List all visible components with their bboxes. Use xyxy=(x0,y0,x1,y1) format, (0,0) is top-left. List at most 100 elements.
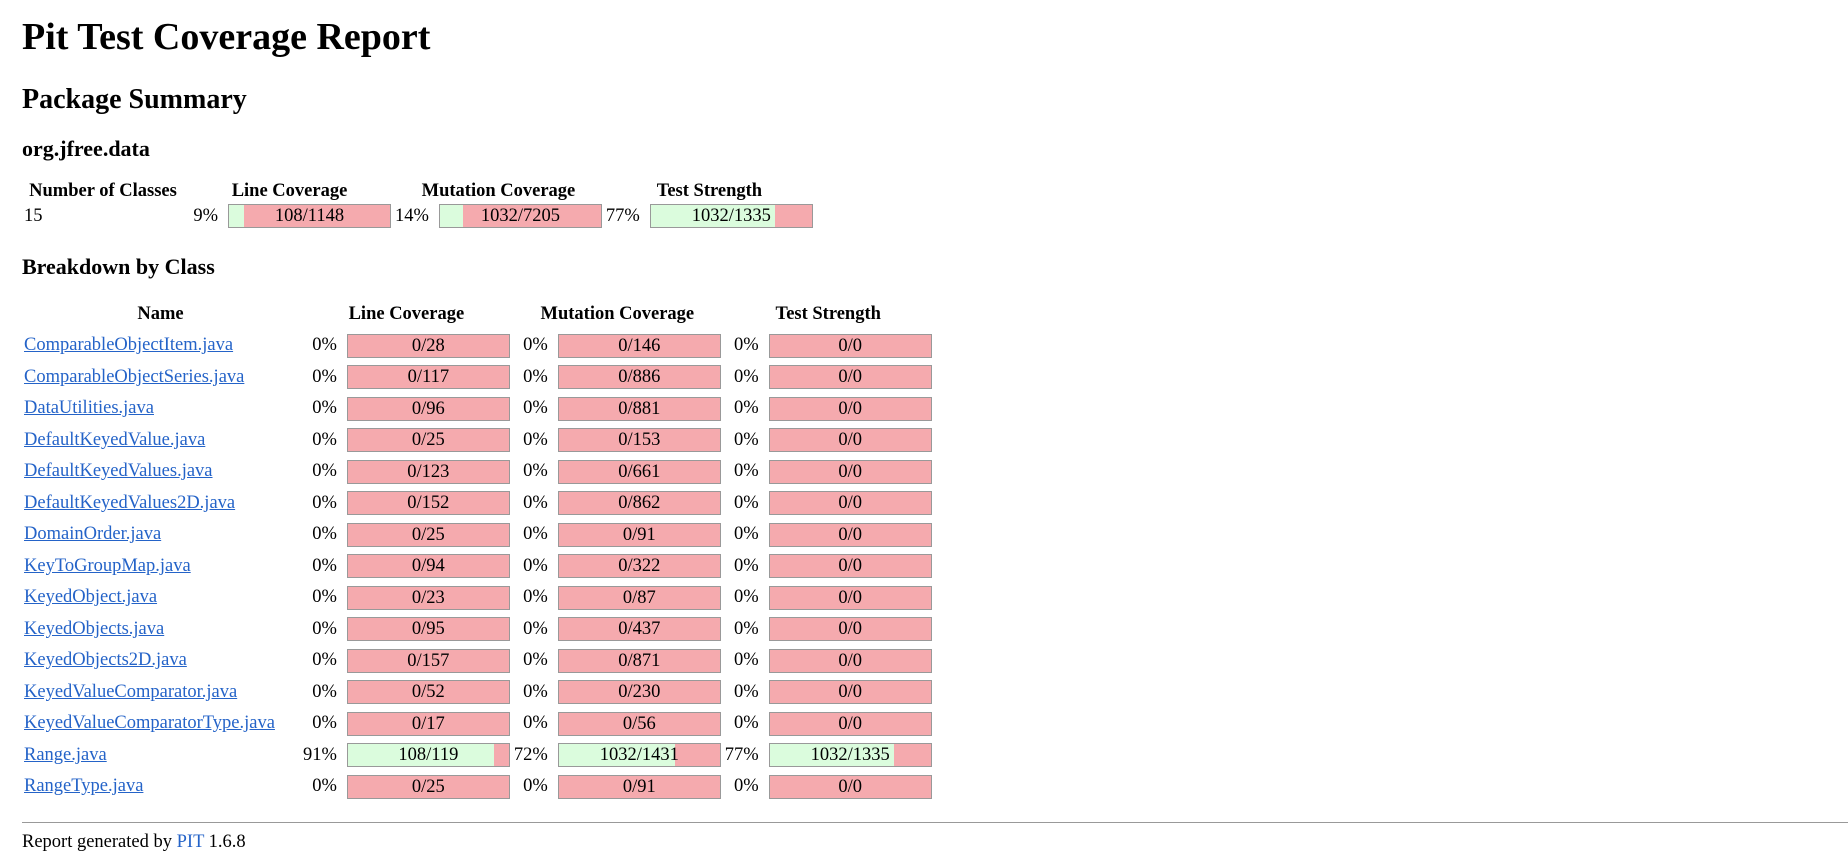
mutation-coverage-bar: 0/146 xyxy=(557,333,721,358)
test-strength-ratio: 0/0 xyxy=(838,587,863,608)
test-strength-percent: 0% xyxy=(734,713,759,734)
line-coverage-percent: 0% xyxy=(312,713,337,734)
pit-link[interactable]: PIT xyxy=(176,832,205,852)
test-strength-ratio: 0/0 xyxy=(838,776,863,797)
mutation-coverage-percent: 0% xyxy=(523,681,548,702)
class-link[interactable]: RangeType.java xyxy=(24,776,144,797)
mutation-coverage-percent: 0% xyxy=(523,713,548,734)
table-row: RangeType.java 0% 0/25 0% 0/91 0% 0/0 xyxy=(22,772,932,802)
table-row: KeyToGroupMap.java 0% 0/94 0% 0/322 0% 0/0 xyxy=(22,551,932,581)
mutation-coverage-bar: 0/153 xyxy=(557,428,721,453)
line-coverage-ratio: 108/1148 xyxy=(274,206,345,227)
footer-version: 1.6.8 xyxy=(208,832,246,852)
breakdown-title: Breakdown by Class xyxy=(22,254,215,280)
line-coverage-bar: 0/25 xyxy=(346,522,510,547)
test-strength-ratio: 0/0 xyxy=(838,430,863,451)
line-coverage-percent: 0% xyxy=(312,366,337,387)
mutation-coverage-bar-fill xyxy=(439,205,463,228)
test-strength-ratio: 0/0 xyxy=(838,713,863,734)
test-strength-ratio: 0/0 xyxy=(838,650,863,671)
mutation-coverage-bar: 0/91 xyxy=(557,522,721,547)
line-coverage-bar: 0/123 xyxy=(346,459,510,484)
line-coverage-ratio: 0/117 xyxy=(407,367,450,388)
test-strength-bar: 0/0 xyxy=(768,554,932,579)
test-strength-bar: 1032/1335 xyxy=(649,204,813,229)
table-row: DefaultKeyedValues2D.java 0% 0/152 0% 0/862 0… xyxy=(22,488,932,518)
class-link[interactable]: ComparableObjectItem.java xyxy=(24,335,234,356)
line-coverage-percent: 0% xyxy=(312,776,337,797)
line-coverage-ratio: 0/123 xyxy=(407,461,450,482)
line-coverage-bar: 0/23 xyxy=(346,585,510,610)
class-link[interactable]: DefaultKeyedValues.java xyxy=(24,461,213,482)
mutation-coverage-ratio: 0/322 xyxy=(618,556,661,577)
table-row: KeyedObjects2D.java 0% 0/157 0% 0/871 0% 0/0 xyxy=(22,646,932,676)
section-title: Package Summary xyxy=(22,83,247,115)
line-coverage-percent: 0% xyxy=(312,398,337,419)
mutation-coverage-percent: 0% xyxy=(523,429,548,450)
line-coverage-percent: 0% xyxy=(312,587,337,608)
class-link[interactable]: DefaultKeyedValues2D.java xyxy=(24,492,236,513)
test-strength-ratio: 1032/1335 xyxy=(691,206,771,227)
line-coverage-ratio: 0/94 xyxy=(411,556,445,577)
mutation-coverage-ratio: 0/91 xyxy=(622,776,656,797)
line-coverage-ratio: 0/52 xyxy=(411,682,445,703)
line-coverage-bar: 108/1148 xyxy=(228,204,391,229)
line-coverage-ratio: 0/17 xyxy=(411,713,445,734)
mutation-coverage-percent: 0% xyxy=(523,524,548,545)
mutation-coverage-ratio: 0/56 xyxy=(622,713,656,734)
mutation-coverage-percent: 14% xyxy=(395,205,429,226)
class-link[interactable]: KeyedObjects2D.java xyxy=(24,650,187,671)
test-strength-percent: 77% xyxy=(724,744,759,765)
mutation-coverage-ratio: 0/91 xyxy=(622,524,656,545)
mutation-coverage-ratio: 0/437 xyxy=(618,619,661,640)
line-coverage-percent: 0% xyxy=(312,335,337,356)
test-strength-percent: 0% xyxy=(734,335,759,356)
line-coverage-bar-fill xyxy=(347,744,495,767)
line-coverage-bar: 0/117 xyxy=(346,365,510,390)
class-link[interactable]: DataUtilities.java xyxy=(24,398,154,419)
mutation-coverage-percent: 0% xyxy=(523,618,548,639)
line-coverage-bar: 0/95 xyxy=(346,617,510,642)
mutation-coverage-bar: 0/862 xyxy=(557,491,721,516)
test-strength-ratio: 0/0 xyxy=(838,524,863,545)
test-strength-bar: 0/0 xyxy=(768,428,932,453)
mutation-coverage-bar: 0/437 xyxy=(557,617,721,642)
class-link[interactable]: KeyedObjects.java xyxy=(24,618,165,639)
class-link[interactable]: DomainOrder.java xyxy=(24,524,162,545)
line-coverage-percent: 0% xyxy=(312,681,337,702)
table-row: DataUtilities.java 0% 0/96 0% 0/881 0% 0/0 xyxy=(22,394,932,424)
line-coverage-bar-fill xyxy=(229,205,245,228)
line-coverage-ratio: 0/25 xyxy=(411,524,445,545)
mutation-coverage-bar: 0/871 xyxy=(557,648,721,673)
test-strength-percent: 0% xyxy=(734,492,759,513)
test-strength-percent: 0% xyxy=(734,555,759,576)
test-strength-ratio: 0/0 xyxy=(838,461,863,482)
test-strength-ratio: 0/0 xyxy=(838,335,863,356)
mutation-coverage-bar: 0/56 xyxy=(557,711,721,736)
footer-divider xyxy=(22,822,1848,823)
test-strength-bar: 0/0 xyxy=(768,680,932,705)
line-coverage-percent: 0% xyxy=(312,618,337,639)
header-test-strength: Test Strength xyxy=(656,181,763,202)
class-link[interactable]: KeyToGroupMap.java xyxy=(24,555,191,576)
class-link[interactable]: KeyedValueComparatorType.java xyxy=(24,713,275,734)
line-coverage-percent: 91% xyxy=(302,744,337,765)
header-mutation-coverage: Mutation Coverage xyxy=(421,181,576,202)
mutation-coverage-ratio: 0/153 xyxy=(618,430,661,451)
class-link[interactable]: KeyedObject.java xyxy=(24,587,158,608)
class-link[interactable]: ComparableObjectSeries.java xyxy=(24,366,245,387)
mutation-coverage-percent: 0% xyxy=(523,587,548,608)
line-coverage-percent: 0% xyxy=(312,461,337,482)
mutation-coverage-bar: 0/886 xyxy=(557,365,721,390)
test-strength-bar: 0/0 xyxy=(768,491,932,516)
test-strength-bar: 0/0 xyxy=(768,396,932,421)
header-line-coverage: Line Coverage xyxy=(231,181,348,202)
class-link[interactable]: DefaultKeyedValue.java xyxy=(24,429,206,450)
line-coverage-ratio: 108/119 xyxy=(398,745,459,766)
class-link[interactable]: Range.java xyxy=(24,744,107,765)
class-link[interactable]: KeyedValueComparator.java xyxy=(24,681,238,702)
test-strength-ratio: 0/0 xyxy=(838,493,863,514)
mutation-coverage-bar: 0/661 xyxy=(557,459,721,484)
mutation-coverage-ratio: 1032/7205 xyxy=(480,206,560,227)
test-strength-ratio: 0/0 xyxy=(838,682,863,703)
